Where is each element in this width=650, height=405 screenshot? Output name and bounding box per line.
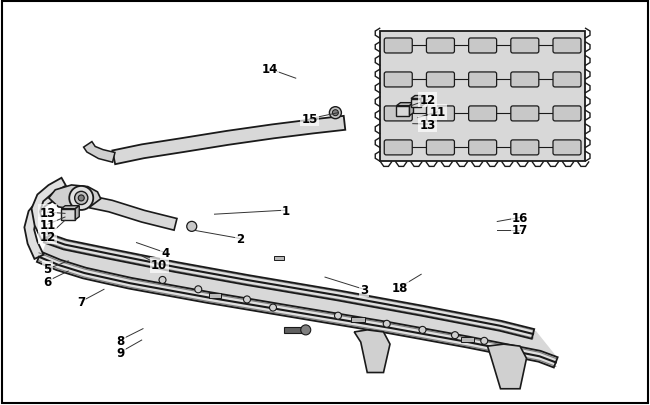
Text: 6: 6 (44, 275, 51, 288)
Circle shape (419, 326, 426, 334)
Polygon shape (421, 96, 425, 107)
FancyBboxPatch shape (553, 107, 581, 121)
FancyBboxPatch shape (384, 73, 412, 88)
Text: 8: 8 (116, 334, 124, 347)
Circle shape (384, 320, 390, 328)
Polygon shape (61, 206, 79, 209)
Text: 13: 13 (40, 206, 56, 219)
Text: 15: 15 (301, 113, 318, 126)
Text: 11: 11 (429, 106, 445, 119)
FancyBboxPatch shape (511, 107, 539, 121)
Polygon shape (410, 103, 413, 116)
FancyBboxPatch shape (426, 141, 454, 156)
Polygon shape (396, 103, 413, 107)
FancyBboxPatch shape (426, 73, 454, 88)
Text: 4: 4 (162, 247, 170, 260)
Polygon shape (488, 344, 526, 389)
Circle shape (244, 296, 250, 303)
FancyBboxPatch shape (553, 73, 581, 88)
FancyBboxPatch shape (511, 73, 539, 88)
FancyBboxPatch shape (511, 39, 539, 54)
Circle shape (452, 332, 458, 339)
FancyBboxPatch shape (384, 107, 412, 121)
Circle shape (195, 286, 202, 293)
FancyBboxPatch shape (553, 141, 581, 156)
FancyBboxPatch shape (61, 209, 75, 220)
Polygon shape (42, 235, 559, 360)
FancyBboxPatch shape (469, 73, 497, 88)
FancyBboxPatch shape (384, 141, 412, 156)
Polygon shape (44, 233, 534, 339)
Text: 5: 5 (44, 263, 51, 276)
FancyBboxPatch shape (384, 39, 412, 54)
Polygon shape (75, 206, 79, 220)
Polygon shape (25, 190, 58, 259)
FancyBboxPatch shape (469, 39, 497, 54)
Text: 14: 14 (261, 63, 278, 76)
Text: 11: 11 (40, 218, 56, 231)
Circle shape (335, 312, 341, 320)
Polygon shape (354, 330, 390, 373)
Text: 1: 1 (282, 204, 290, 217)
Circle shape (187, 222, 197, 232)
Bar (380, 32, 585, 162)
Circle shape (301, 325, 311, 335)
Polygon shape (32, 178, 66, 240)
Text: 3: 3 (360, 283, 368, 296)
FancyBboxPatch shape (426, 39, 454, 54)
Text: 18: 18 (391, 281, 408, 294)
Text: 13: 13 (419, 118, 436, 131)
Bar (274, 256, 285, 260)
Polygon shape (90, 197, 177, 230)
Circle shape (78, 196, 84, 201)
Circle shape (70, 186, 93, 211)
FancyBboxPatch shape (469, 107, 497, 121)
Polygon shape (284, 327, 304, 333)
Circle shape (332, 111, 339, 116)
Circle shape (159, 277, 166, 284)
FancyBboxPatch shape (469, 141, 497, 156)
Bar (462, 337, 474, 342)
Text: 9: 9 (116, 346, 124, 359)
FancyBboxPatch shape (411, 99, 421, 107)
Text: 7: 7 (77, 295, 85, 308)
Circle shape (481, 337, 488, 345)
Polygon shape (37, 252, 558, 368)
FancyBboxPatch shape (511, 141, 539, 156)
Bar (350, 318, 365, 322)
Circle shape (75, 192, 88, 205)
Text: 2: 2 (237, 232, 244, 245)
Text: 16: 16 (512, 211, 528, 224)
Text: 10: 10 (151, 259, 168, 272)
Text: 17: 17 (512, 224, 528, 237)
Text: 12: 12 (40, 230, 56, 243)
Text: 12: 12 (419, 94, 436, 107)
Circle shape (270, 304, 276, 311)
FancyBboxPatch shape (396, 107, 410, 116)
FancyBboxPatch shape (426, 107, 454, 121)
Polygon shape (84, 142, 115, 163)
Polygon shape (411, 96, 425, 99)
Polygon shape (112, 117, 345, 165)
Circle shape (330, 107, 341, 119)
FancyBboxPatch shape (553, 39, 581, 54)
Bar (209, 293, 220, 298)
Polygon shape (49, 185, 101, 210)
